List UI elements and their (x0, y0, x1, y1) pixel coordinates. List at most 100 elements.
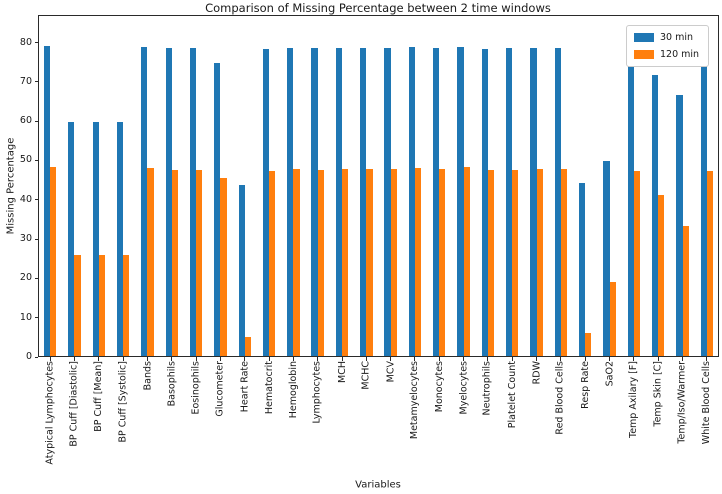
bar-30min-temp-skin-c (651, 74, 659, 357)
x-tick-label-hematocrit: Hematocrit (263, 361, 275, 415)
bar-120min-heart-rate (244, 336, 251, 357)
y-tick-mark (34, 159, 38, 161)
bar-120min-bp-cuff-systolic (123, 254, 130, 357)
bar-120min-white-blood-cells (706, 171, 714, 357)
bar-120min-bp-cuff-mean (98, 254, 105, 357)
y-tick-mark (34, 42, 38, 44)
x-tick-mark (414, 357, 416, 361)
bar-120min-temp-skin-c (658, 195, 665, 357)
bar-30min-mcv (384, 48, 391, 357)
bar-120min-mch (342, 168, 349, 357)
bar-120min-temp-axilary-f (633, 170, 641, 357)
bar-30min-hematocrit (262, 48, 270, 357)
x-tick-label-eosinophils: Eosinophils (190, 361, 202, 415)
y-tick-mark (34, 238, 38, 240)
x-tick-mark (73, 357, 75, 361)
bar-30min-atypical-lymphocytes (43, 46, 51, 357)
x-tick-label-temp-iso-warmer: Temp/Iso/Warmer (676, 361, 688, 444)
x-tick-mark (292, 357, 294, 361)
bar-120min-glucometer (220, 177, 227, 357)
x-tick-label-glucometer: Glucometer (214, 361, 226, 417)
x-axis-label: Variables (355, 479, 401, 491)
x-tick-label-atypical-lymphocytes: Atypical Lymphocytes (44, 361, 56, 465)
y-tick-label: 40 (19, 193, 32, 205)
bar-120min-mcv (390, 168, 397, 357)
bar-30min-sao2 (603, 160, 610, 357)
x-tick-label-temp-skin-c: Temp Skin [C] (652, 361, 664, 427)
bar-120min-rdw (536, 168, 543, 357)
x-tick-label-lymphocytes: Lymphocytes (311, 361, 323, 424)
x-tick-mark (390, 357, 392, 361)
bar-120min-neutrophils (487, 169, 495, 357)
bar-120min-monocytes (439, 169, 446, 357)
bar-30min-white-blood-cells (700, 51, 707, 357)
y-tick-label: 30 (19, 233, 32, 245)
legend-item-120min: 120 min (634, 49, 699, 60)
bar-30min-heart-rate (238, 184, 245, 357)
x-tick-mark (49, 357, 51, 361)
x-tick-label-hemoglobin: Hemoglobin (288, 361, 300, 419)
x-tick-mark (633, 357, 635, 361)
bar-120min-hematocrit (269, 171, 276, 357)
x-tick-mark (195, 357, 197, 361)
x-tick-label-mchc: MCHC (360, 361, 372, 390)
x-tick-label-heart-rate: Heart Rate (239, 361, 251, 413)
bar-30min-bands (141, 46, 148, 357)
bar-30min-platelet-count (506, 48, 513, 357)
bar-30min-resp-rate (579, 182, 586, 357)
y-tick-mark (34, 81, 38, 83)
x-tick-label-mcv: MCV (385, 361, 397, 383)
y-axis-label: Missing Percentage (5, 137, 17, 235)
bar-120min-platelet-count (512, 169, 519, 357)
y-tick-label: 50 (19, 154, 32, 166)
x-tick-label-basophils: Basophils (166, 361, 178, 407)
y-tick-label: 10 (19, 311, 32, 323)
legend-swatch-30min-icon (634, 33, 654, 42)
x-tick-label-temp-axilary-f: Temp Axilary [F] (628, 361, 640, 438)
x-tick-mark (98, 357, 100, 361)
x-tick-mark (244, 357, 246, 361)
bar-120min-atypical-lymphocytes (50, 167, 57, 357)
legend-swatch-120min-icon (634, 50, 654, 59)
bar-30min-rdw (530, 48, 537, 357)
bar-30min-bp-cuff-diastolic (68, 121, 75, 357)
bar-120min-sao2 (609, 281, 616, 357)
x-tick-mark (560, 357, 562, 361)
bar-30min-myelocytes (457, 46, 464, 357)
x-tick-mark (657, 357, 659, 361)
chart-title: Comparison of Missing Percentage between… (205, 1, 551, 15)
bar-30min-temp-axilary-f (627, 29, 634, 357)
x-tick-mark (682, 357, 684, 361)
y-tick-mark (34, 356, 38, 358)
y-tick-label: 80 (19, 36, 32, 48)
bar-30min-mch (335, 48, 342, 357)
y-tick-label: 20 (19, 272, 32, 284)
bar-30min-lymphocytes (311, 48, 318, 357)
legend-label-30min: 30 min (660, 32, 694, 43)
bar-30min-red-blood-cells (554, 48, 561, 357)
bar-120min-basophils (171, 170, 178, 357)
bar-120min-eosinophils (196, 170, 203, 357)
x-tick-label-rdw: RDW (531, 361, 543, 385)
legend: 30 min 120 min (626, 25, 710, 67)
plot-border (38, 15, 719, 357)
x-tick-label-bp-cuff-diastolic: BP Cuff [Diastolic] (68, 361, 80, 447)
x-tick-mark (706, 357, 708, 361)
x-tick-label-neutrophils: Neutrophils (481, 361, 493, 416)
bar-30min-hemoglobin (287, 47, 294, 357)
y-tick-mark (34, 277, 38, 279)
bar-30min-bp-cuff-mean (92, 121, 99, 357)
bar-30min-bp-cuff-systolic (116, 121, 124, 357)
bar-30min-metamyelocytes (408, 47, 415, 357)
bar-30min-monocytes (433, 48, 440, 357)
x-tick-label-sao2: SaO2 (604, 361, 616, 387)
bar-120min-bp-cuff-diastolic (74, 254, 81, 357)
x-tick-mark (609, 357, 611, 361)
bar-120min-metamyelocytes (414, 167, 422, 357)
x-tick-label-bands: Bands (142, 361, 154, 391)
bar-120min-resp-rate (585, 333, 592, 357)
x-tick-label-bp-cuff-mean: BP Cuff [Mean] (93, 361, 105, 432)
x-tick-label-red-blood-cells: Red Blood Cells (555, 361, 567, 435)
bar-30min-mchc (360, 48, 367, 357)
